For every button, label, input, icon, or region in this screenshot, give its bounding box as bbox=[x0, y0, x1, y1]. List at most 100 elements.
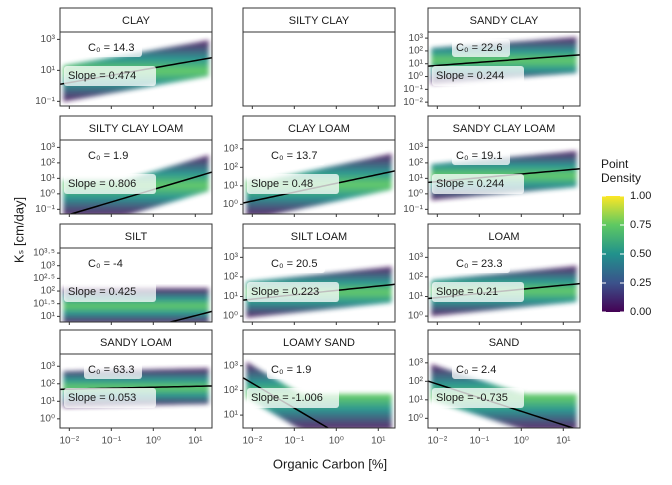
c0-value: 2.4 bbox=[481, 364, 496, 376]
slope-label: Slope = 0.48 bbox=[251, 178, 313, 190]
slope-prefix: Slope = bbox=[68, 178, 109, 190]
c0-label: C₀ = -4 bbox=[88, 258, 123, 270]
y-tick-label: 10⁰ bbox=[223, 199, 238, 210]
c0-prefix: C₀ = bbox=[88, 258, 113, 270]
panel-border bbox=[427, 353, 581, 429]
y-tick-label: 10² bbox=[409, 376, 424, 387]
c0-value: 22.6 bbox=[481, 42, 502, 54]
y-tick-label: 10¹·⁵ bbox=[33, 298, 55, 309]
x-tick-label: 10⁰ bbox=[146, 436, 161, 447]
panel-border bbox=[59, 31, 213, 107]
c0-prefix: C₀ = bbox=[88, 42, 113, 54]
slope-prefix: Slope = bbox=[68, 286, 109, 298]
c0-prefix: C₀ = bbox=[88, 150, 113, 162]
strip bbox=[59, 7, 213, 33]
c0-value: 19.1 bbox=[481, 150, 502, 162]
slope-value: -0.735 bbox=[477, 392, 508, 404]
y-tick-label: 10⁻¹ bbox=[35, 204, 55, 215]
slope-value: 0.48 bbox=[292, 178, 313, 190]
panel-border bbox=[242, 31, 396, 107]
slope-prefix: Slope = bbox=[251, 178, 292, 190]
y-tick-label: 10⁰ bbox=[408, 413, 423, 424]
y-tick-label: 10¹ bbox=[41, 173, 56, 184]
slope-label: Slope = -1.006 bbox=[251, 392, 323, 404]
c0-label: C₀ = 23.3 bbox=[456, 258, 502, 270]
y-tick-label: 10² bbox=[41, 286, 56, 297]
annotation-box bbox=[64, 388, 156, 408]
slope-prefix: Slope = bbox=[251, 392, 292, 404]
panel-border bbox=[242, 247, 396, 323]
c0-prefix: C₀ = bbox=[271, 150, 296, 162]
x-tick-label: 10⁻² bbox=[242, 436, 262, 447]
slope-label: Slope = 0.21 bbox=[436, 286, 498, 298]
slope-value: 0.474 bbox=[109, 70, 137, 82]
annotation-box bbox=[84, 39, 142, 57]
c0-prefix: C₀ = bbox=[456, 364, 481, 376]
annotation-box bbox=[452, 361, 510, 379]
annotation-box bbox=[64, 66, 156, 86]
slope-prefix: Slope = bbox=[436, 178, 477, 190]
slope-label: Slope = 0.425 bbox=[68, 286, 136, 298]
y-tick-label: 10⁰ bbox=[408, 188, 423, 199]
y-tick-label: 10¹ bbox=[224, 180, 239, 191]
x-tick-label: 10¹ bbox=[188, 436, 203, 447]
y-tick-label: 10² bbox=[409, 46, 424, 57]
colorbar bbox=[602, 196, 624, 312]
y-tick-label: 10⁰ bbox=[223, 311, 238, 322]
x-tick-label: 10⁻¹ bbox=[284, 436, 304, 447]
panel-border bbox=[427, 139, 581, 215]
x-tick-label: 10⁻² bbox=[427, 436, 447, 447]
strip bbox=[427, 115, 581, 141]
panel-title: SANDY CLAY LOAM bbox=[453, 123, 556, 135]
y-tick-label: 10⁻¹ bbox=[403, 204, 423, 215]
panel-title: SILT bbox=[125, 231, 148, 243]
panel-title: CLAY LOAM bbox=[288, 123, 350, 135]
strip bbox=[242, 7, 396, 33]
annotation-box bbox=[247, 282, 339, 302]
y-tick-label: 10³ bbox=[41, 142, 56, 153]
slope-value: -1.006 bbox=[292, 392, 323, 404]
y-tick-label: 10² bbox=[409, 272, 424, 283]
strip bbox=[427, 223, 581, 249]
slope-label: Slope = 0.244 bbox=[436, 178, 504, 190]
c0-value: -4 bbox=[113, 258, 123, 270]
slope-value: 0.21 bbox=[477, 286, 498, 298]
slope-label: Slope = 0.474 bbox=[68, 70, 136, 82]
panel-border bbox=[427, 31, 581, 107]
panel-border bbox=[242, 353, 396, 429]
panel-title: LOAM bbox=[488, 231, 519, 243]
strip bbox=[59, 329, 213, 355]
c0-value: 23.3 bbox=[481, 258, 502, 270]
annotation-box bbox=[247, 388, 339, 408]
c0-label: C₀ = 19.1 bbox=[456, 150, 502, 162]
fit-line bbox=[68, 171, 212, 214]
slope-prefix: Slope = bbox=[436, 286, 477, 298]
annotation-box bbox=[432, 174, 524, 194]
slope-label: Slope = 0.223 bbox=[251, 286, 319, 298]
y-tick-label: 10⁻¹ bbox=[403, 84, 423, 95]
annotation-box bbox=[84, 147, 142, 165]
y-tick-label: 10¹ bbox=[41, 65, 56, 76]
y-tick-label: 10³ bbox=[224, 252, 239, 263]
slope-label: Slope = 0.244 bbox=[436, 70, 504, 82]
slope-value: 0.223 bbox=[292, 286, 320, 298]
x-tick-label: 10¹ bbox=[371, 436, 386, 447]
y-tick-label: 10¹ bbox=[224, 291, 239, 302]
panel-title: SILTY CLAY LOAM bbox=[89, 123, 184, 135]
slope-prefix: Slope = bbox=[436, 70, 477, 82]
y-tick-label: 10³ bbox=[409, 33, 424, 44]
y-tick-label: 10³ bbox=[41, 361, 56, 372]
c0-prefix: C₀ = bbox=[271, 364, 296, 376]
y-tick-label: 10⁰ bbox=[40, 413, 55, 424]
y-tick-label: 10⁰ bbox=[40, 188, 55, 199]
annotation-box bbox=[84, 361, 142, 379]
panel-border bbox=[59, 353, 213, 429]
fit-line bbox=[167, 310, 212, 322]
legend-title: Density bbox=[601, 171, 641, 185]
y-tick-label: 10¹ bbox=[409, 394, 424, 405]
c0-value: 13.7 bbox=[296, 150, 317, 162]
c0-prefix: C₀ = bbox=[271, 258, 296, 270]
annotation-box bbox=[64, 282, 156, 302]
annotation-box bbox=[432, 66, 524, 86]
panel-border bbox=[59, 247, 213, 323]
